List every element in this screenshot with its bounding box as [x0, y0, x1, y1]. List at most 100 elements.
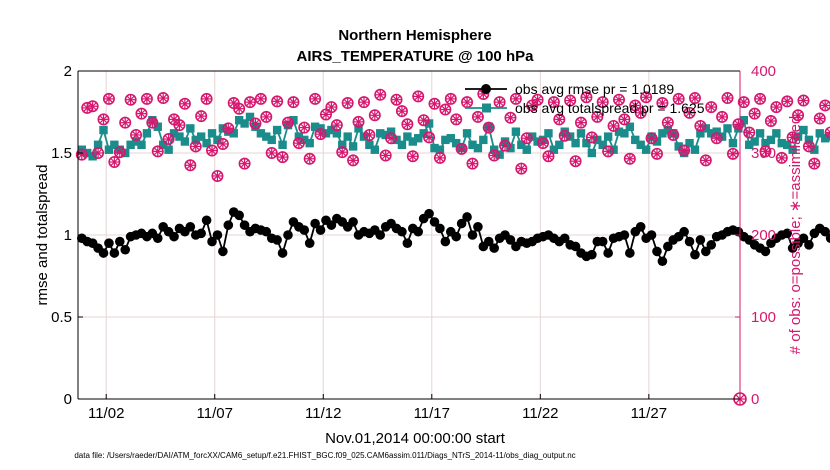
rmse-point [570, 241, 581, 252]
totalspread-point [810, 145, 819, 154]
totalspread-point [707, 129, 716, 138]
obs-assimilated-point [126, 95, 135, 104]
obs-possible-point [813, 112, 826, 125]
rmse-point [467, 230, 478, 240]
obs-possible-point [455, 142, 468, 155]
obs-possible-point [640, 91, 653, 104]
obs-possible-point [433, 151, 446, 164]
legend-totalspread-label: obs avg totalspread pr = 1.625 [515, 100, 705, 116]
obs-assimilated-point [636, 109, 645, 117]
totalspread-point [652, 137, 662, 146]
obs-assimilated-point [398, 107, 406, 115]
obs-assimilated-point [463, 98, 471, 106]
totalspread-point [462, 129, 472, 138]
rmse-point [114, 236, 125, 247]
obs-assimilated-point [474, 113, 482, 121]
obs-possible-point [298, 121, 311, 134]
totalspread-point [403, 132, 412, 141]
obs-assimilated-point [115, 148, 124, 156]
totalspread-point [110, 140, 119, 149]
obs-assimilated-point [550, 98, 558, 106]
totalspread-point [473, 143, 483, 153]
totalspread-point [213, 135, 222, 145]
rmse-point [440, 236, 451, 247]
y-tick-label: 0 [64, 391, 72, 408]
rmse-point [695, 235, 706, 245]
obs-possible-point [330, 119, 343, 132]
obs-assimilated-point [669, 131, 678, 139]
obs-possible-point [596, 96, 609, 109]
obs-assimilated-point [408, 152, 417, 161]
totalspread-point [614, 127, 624, 136]
obs-assimilated-point [224, 124, 233, 133]
totalspread-point [202, 138, 211, 148]
rmse-point [619, 230, 630, 240]
obs-possible-point [520, 132, 533, 145]
rmse-point [212, 230, 223, 240]
totalspread-point [685, 138, 694, 148]
obs-assimilated-point [566, 96, 574, 105]
obs-possible-point [157, 92, 170, 105]
rmse-point [272, 235, 282, 245]
totalspread-point [240, 119, 249, 128]
rmse-point [462, 212, 472, 222]
totalspread-point [137, 140, 146, 149]
obs-possible-point [721, 92, 734, 105]
obs-possible-point [352, 115, 365, 128]
totalspread-point [522, 145, 531, 154]
totalspread-point [544, 129, 553, 138]
obs-assimilated-point [772, 103, 781, 111]
totalspread-point [745, 140, 754, 149]
obs-possible-point [759, 145, 772, 158]
obs-possible-point [509, 92, 522, 105]
totalspread-point [728, 138, 738, 148]
obs-possible-point [406, 150, 419, 163]
obs-possible-point [385, 132, 398, 145]
obs-assimilated-point [588, 133, 596, 142]
totalspread-point [186, 124, 195, 133]
obs-possible-point [92, 147, 105, 160]
obs-assimilated-point [343, 99, 352, 107]
totalspread-point [229, 129, 238, 138]
rmse-series [76, 207, 830, 267]
rmse-point [304, 238, 315, 248]
rmse-point [397, 226, 407, 237]
obs-possible-point [547, 96, 560, 109]
obs-assimilated-point [674, 95, 683, 103]
totalspread-point [370, 145, 380, 154]
obs-assimilated-point [555, 115, 564, 124]
obs-possible-point [325, 101, 338, 114]
totalspread-point [196, 132, 206, 141]
totalspread-point [750, 137, 759, 146]
legend: obs avg rmse pr = 1.0189 obs avg totalspr… [465, 81, 705, 116]
obs-possible-point [401, 118, 414, 131]
obs-possible-point [591, 110, 604, 123]
obs-possible-point [124, 93, 137, 106]
obs-possible-series [75, 87, 830, 182]
obs-assimilated-point [121, 118, 130, 127]
obs-assimilated-point [718, 113, 726, 121]
obs-assimilated-point [642, 93, 650, 102]
obs-assimilated-point [273, 97, 281, 106]
obs-possible-point [249, 117, 262, 130]
obs-possible-point [764, 115, 777, 128]
obs-assimilated-point [295, 139, 303, 147]
rmse-point [234, 210, 244, 221]
obs-assimilated-point [468, 159, 477, 168]
x-tick-label: 11/07 [197, 405, 233, 422]
obs-possible-point [287, 96, 300, 109]
rmse-point [652, 246, 662, 257]
totalspread-point [408, 137, 417, 146]
obs-assimilated-point [805, 142, 813, 151]
obs-possible-point [602, 145, 615, 158]
totalspread-point [620, 129, 629, 138]
rmse-point [603, 248, 613, 258]
totalspread-point [93, 140, 103, 149]
obs-possible-point [97, 113, 110, 126]
rmse-point [109, 248, 120, 258]
totalspread-point [365, 140, 374, 149]
obs-possible-point [667, 128, 680, 141]
obs-possible-point [102, 92, 115, 105]
obs-assimilated-point [381, 151, 390, 160]
obs-assimilated-point [436, 154, 444, 162]
